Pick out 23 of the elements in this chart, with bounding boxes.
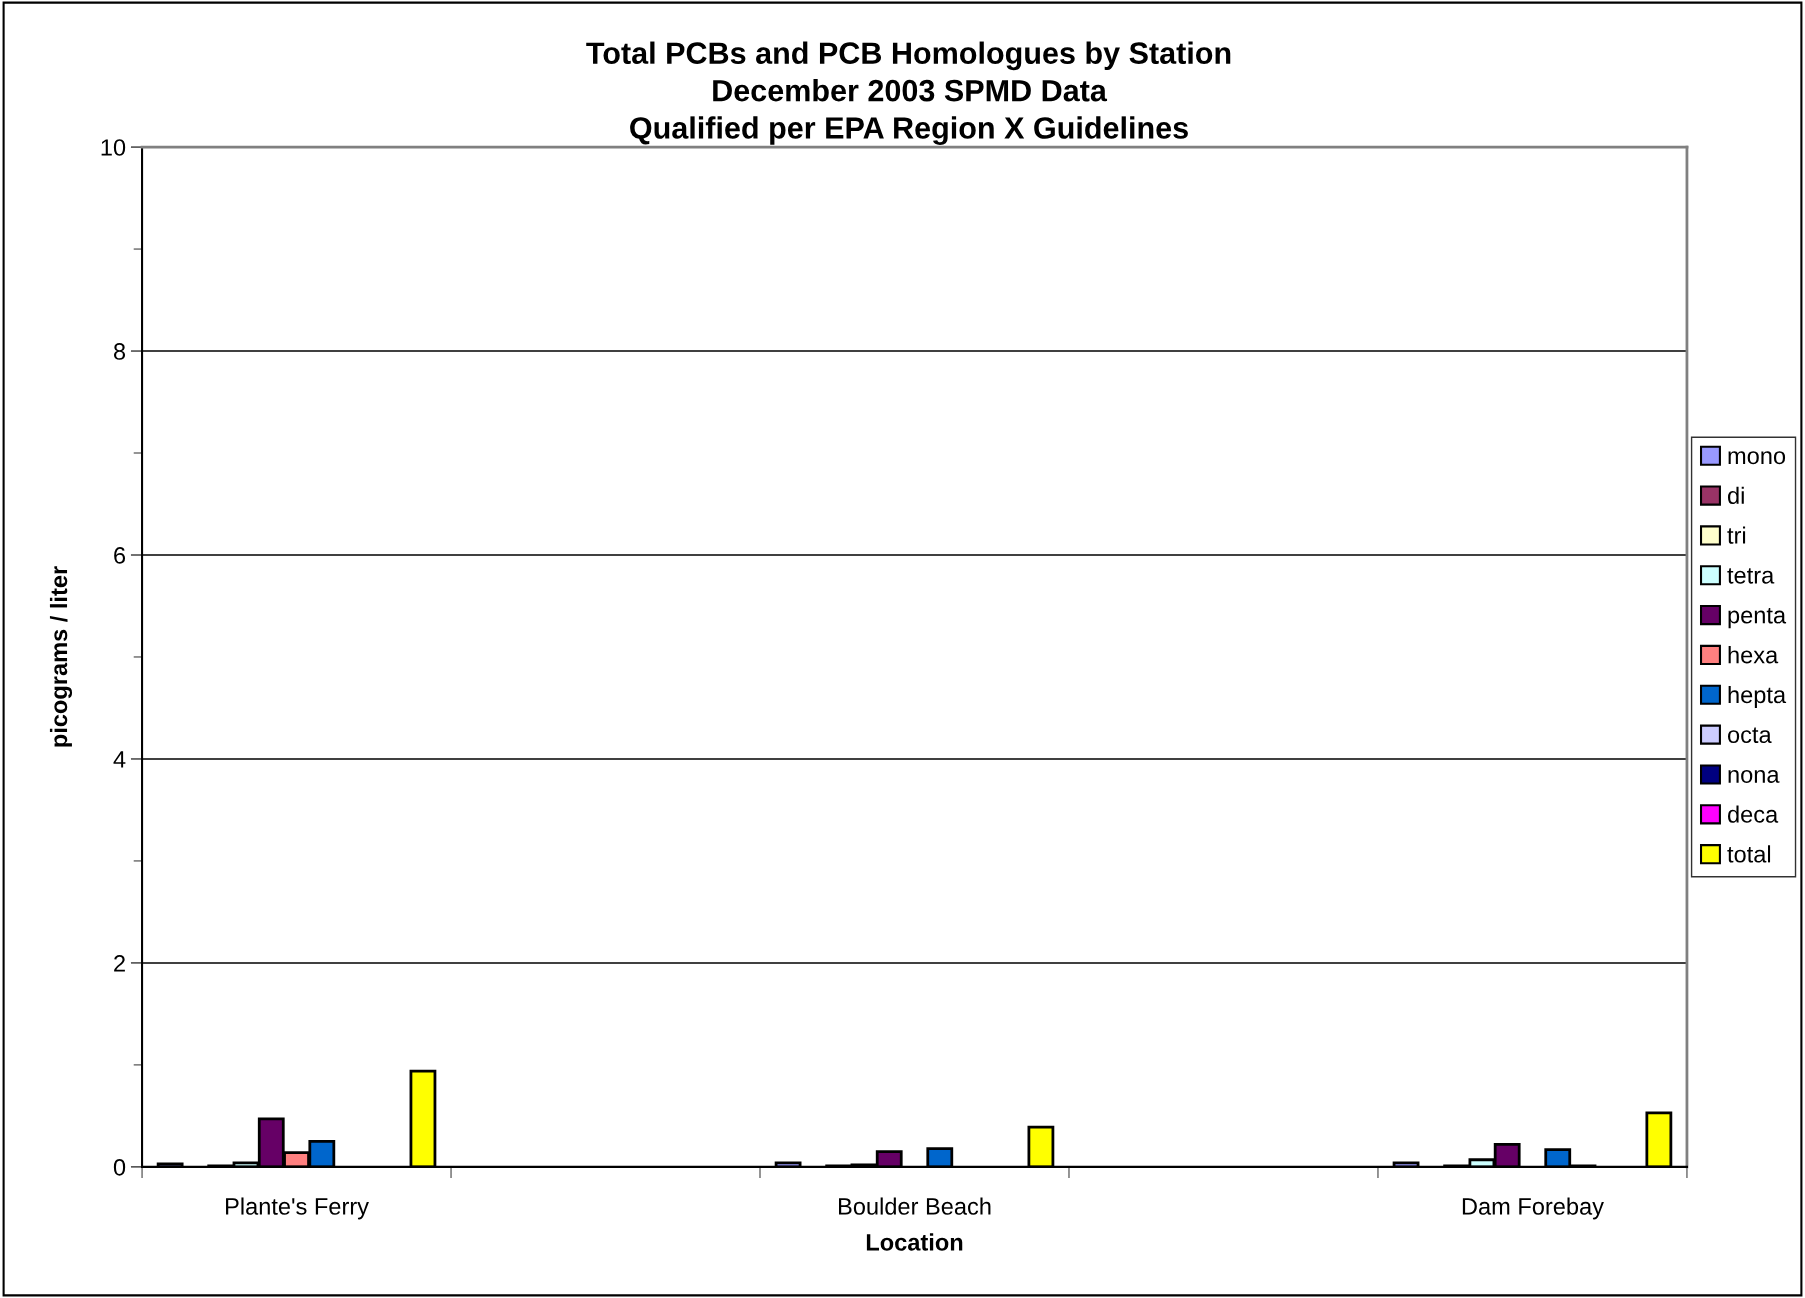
- y-tick-label: 8: [113, 343, 126, 360]
- x-tick-label: Boulder Beach: [839, 1197, 991, 1215]
- y-tick-label: 10: [101, 139, 126, 156]
- legend-label: nona: [1728, 769, 1780, 783]
- legend-label: penta: [1728, 608, 1787, 629]
- y-axis-title: picograms / liter: [49, 566, 73, 747]
- y-tick-label: 2: [114, 955, 125, 972]
- legend-label: deca: [1728, 805, 1779, 823]
- y-tick-label: 0: [113, 1158, 126, 1176]
- legend-label: mono: [1728, 451, 1786, 465]
- legend-label: tetra: [1727, 568, 1775, 584]
- legend-label: hepta: [1728, 685, 1787, 708]
- x-axis-title: Location: [866, 1233, 963, 1251]
- legend-label: octa: [1728, 727, 1772, 744]
- y-tick-label: 6: [114, 547, 126, 564]
- chart-title: Total PCBs and PCB Homologues by Station December 2003 SPMD Data Qualified per EPA Region X Guidelines: [586, 41, 1231, 145]
- x-tick-label: Plante's Ferry: [226, 1197, 369, 1220]
- legend-label: total: [1727, 845, 1771, 863]
- legend-label: di: [1728, 486, 1744, 505]
- x-tick-label: Dam Forebay: [1462, 1197, 1604, 1220]
- legend-label: tri: [1727, 526, 1746, 544]
- y-tick-label: 4: [113, 751, 126, 768]
- legend-label: hexa: [1728, 646, 1779, 664]
